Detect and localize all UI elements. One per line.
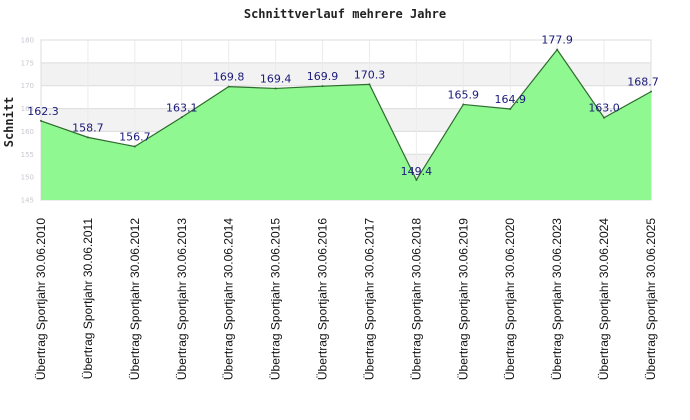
y-tick-label: 175: [21, 59, 34, 67]
x-tick-label: Übertrag Sportjahr 30.06.2020: [503, 218, 517, 380]
data-point: [86, 136, 89, 139]
series-line: [40, 48, 652, 182]
y-tick-label: 155: [21, 151, 34, 159]
data-label: 156.7: [119, 131, 151, 144]
data-label: 169.9: [307, 70, 339, 83]
data-point: [415, 178, 418, 181]
data-point: [509, 108, 512, 111]
data-label: 162.3: [27, 105, 59, 118]
data-label: 169.4: [260, 72, 292, 85]
y-tick-label: 160: [21, 128, 34, 136]
x-tick-label: Übertrag Sportjahr 30.06.2017: [362, 218, 376, 380]
data-point: [227, 85, 230, 88]
x-tick-label: Übertrag Sportjahr 30.06.2025: [644, 218, 658, 380]
data-label: 149.4: [401, 165, 433, 178]
data-label: 168.7: [627, 76, 659, 89]
data-point: [274, 87, 277, 90]
x-tick-label: Übertrag Sportjahr 30.06.2013: [175, 218, 189, 380]
data-point: [556, 48, 559, 51]
area-fill: [41, 49, 651, 200]
x-tick-label: Übertrag Sportjahr 30.06.2019: [456, 218, 470, 380]
chart-title: Schnittverlauf mehrere Jahre: [244, 7, 446, 21]
background-band: [41, 40, 651, 63]
y-tick-label: 180: [21, 37, 34, 45]
x-tick-label: Übertrag Sportjahr 30.06.2010: [34, 218, 48, 380]
y-tick-label: 165: [21, 105, 34, 113]
x-axis-ticks: Übertrag Sportjahr 30.06.2010 Übertrag Sp…: [34, 218, 658, 380]
data-point: [133, 145, 136, 148]
x-tick-label: Übertrag Sportjahr 30.06.2012: [128, 218, 142, 380]
data-label: 170.3: [354, 68, 386, 81]
data-point: [603, 116, 606, 119]
data-point: [368, 83, 371, 86]
x-tick-label: Übertrag Sportjahr 30.06.2016: [316, 218, 330, 380]
data-label: 163.0: [588, 102, 620, 115]
y-tick-label: 145: [21, 197, 34, 205]
background-band: [41, 62, 651, 86]
data-point: [180, 116, 183, 119]
x-tick-label: Übertrag Sportjahr 30.06.2024: [597, 218, 611, 380]
data-label: 165.9: [448, 88, 480, 101]
y-tick-label: 150: [21, 174, 34, 182]
x-tick-label: Übertrag Sportjahr 30.06.2014: [222, 218, 236, 380]
data-point: [650, 90, 652, 93]
x-tick-label: Übertrag Sportjahr 30.06.2015: [269, 218, 283, 380]
data-label: 177.9: [541, 34, 573, 47]
data-point: [321, 85, 324, 88]
data-point: [40, 119, 42, 122]
data-label: 164.9: [494, 93, 526, 106]
x-tick-label: Übertrag Sportjahr 30.06.2023: [550, 218, 564, 380]
y-axis-ticks: 145 150 155 160 165 170 175 180: [21, 37, 34, 205]
y-tick-label: 170: [21, 82, 34, 90]
x-tick-label: Übertrag Sportjahr 30.06.2018: [409, 218, 423, 380]
y-axis-label: Schnitt: [2, 97, 16, 148]
data-label: 158.7: [72, 121, 104, 134]
x-tick-label: Übertrag Sportjahr 30.06.2011: [81, 218, 95, 380]
data-point: [462, 103, 465, 106]
data-label: 169.8: [213, 71, 245, 84]
data-labels: 162.3 158.7 156.7 163.1 169.8 169.4 169.9 170.3…: [27, 34, 659, 178]
plot-series: [40, 48, 652, 200]
data-label: 163.1: [166, 101, 198, 114]
